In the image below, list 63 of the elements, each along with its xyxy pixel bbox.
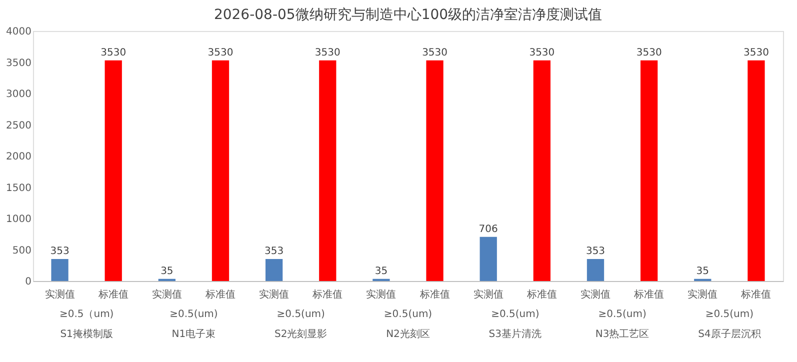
data-label: 353 bbox=[586, 246, 606, 257]
text: ≥0.5(um) bbox=[598, 309, 646, 320]
x-tick-label: 实测值 bbox=[259, 288, 290, 300]
x-tick-label: 标准值 bbox=[526, 288, 557, 300]
text: S2光刻显影 bbox=[274, 328, 328, 340]
text: N1电子束 bbox=[172, 328, 216, 340]
bar bbox=[480, 236, 497, 281]
bar bbox=[586, 258, 604, 281]
y-tick-label: 4000 bbox=[6, 26, 32, 38]
text: S4原子层沉积 bbox=[698, 328, 761, 340]
x-tick-label: 标准值 bbox=[418, 288, 450, 300]
bar bbox=[266, 258, 283, 281]
text: ≥0.5(um) bbox=[170, 309, 218, 320]
text: S3基片清洗 bbox=[488, 328, 542, 340]
x-tick-label: 标准值 bbox=[312, 288, 343, 300]
data-label: 3530 bbox=[743, 47, 769, 58]
data-label: 35 bbox=[374, 266, 388, 277]
data-label: 353 bbox=[264, 246, 284, 257]
y-tick-label: 2500 bbox=[6, 120, 32, 132]
x-tick-label: 标准值 bbox=[204, 288, 236, 300]
y-tick-label: 1000 bbox=[6, 214, 32, 225]
bar bbox=[212, 60, 230, 281]
y-tick-label: 3000 bbox=[6, 89, 32, 100]
text: ≥0.5（um) bbox=[59, 309, 114, 320]
chart-title: 2026-08-05微纳研究与制造中心100级的洁净室洁净度测试值 bbox=[214, 7, 602, 23]
y-tick-label: 2000 bbox=[6, 152, 32, 162]
text: ≥0.5(um) bbox=[705, 309, 754, 320]
y-tick-label: 500 bbox=[12, 245, 32, 256]
text: ≥0.5(um) bbox=[276, 309, 326, 320]
x-tick-label: 实测值 bbox=[366, 288, 396, 300]
data-label: 35 bbox=[160, 266, 174, 277]
bar bbox=[426, 60, 444, 281]
y-tick-label: 0 bbox=[25, 276, 32, 288]
bar bbox=[104, 60, 122, 281]
text: N3热工艺区 bbox=[595, 328, 650, 340]
x-tick-label: 标准值 bbox=[740, 288, 772, 300]
bar bbox=[319, 60, 336, 281]
x-tick-label: 标准值 bbox=[97, 288, 128, 300]
text: ≥0.5(um) bbox=[384, 309, 432, 320]
data-label: 706 bbox=[478, 224, 498, 235]
y-tick-label: 1500 bbox=[6, 182, 32, 194]
x-tick-label: 标准值 bbox=[633, 288, 664, 300]
x-tick-label: 实测值 bbox=[44, 288, 75, 300]
y-tick-label: 3500 bbox=[6, 58, 32, 69]
x-tick-label: 实测值 bbox=[688, 288, 718, 300]
data-label: 3530 bbox=[529, 47, 555, 58]
x-tick-label: 实测值 bbox=[580, 288, 610, 300]
x-tick-label: 实测值 bbox=[473, 288, 504, 300]
x-tick-label: 实测值 bbox=[152, 288, 182, 300]
bar bbox=[640, 60, 658, 281]
text: ≥0.5(um) bbox=[491, 309, 540, 320]
data-label: 3530 bbox=[208, 47, 234, 58]
data-label: 3530 bbox=[636, 47, 662, 58]
data-label: 35 bbox=[696, 266, 710, 277]
bar bbox=[748, 60, 765, 281]
text: S1掩模制版 bbox=[60, 328, 113, 340]
data-label: 3530 bbox=[422, 47, 448, 58]
data-label: 353 bbox=[50, 246, 70, 257]
text: N2光刻区 bbox=[386, 328, 430, 340]
data-label: 3530 bbox=[100, 47, 126, 58]
data-label: 3530 bbox=[314, 47, 340, 58]
bar bbox=[533, 60, 550, 281]
bar bbox=[51, 258, 68, 281]
